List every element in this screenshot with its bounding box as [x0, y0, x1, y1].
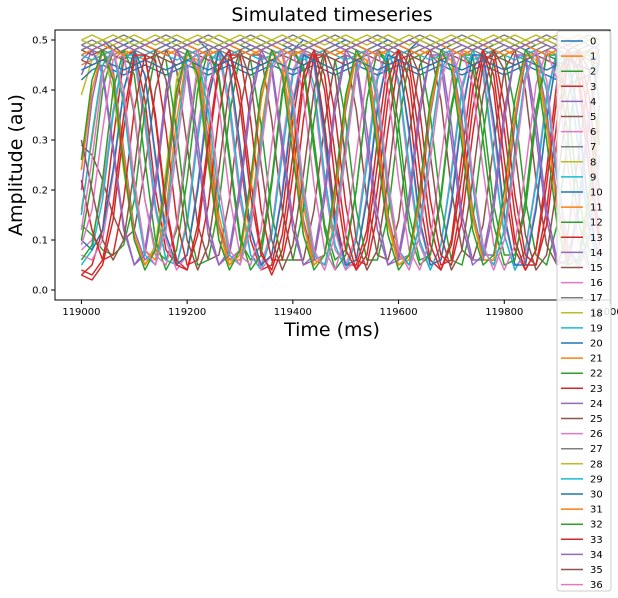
series-line-25	[81, 54, 600, 66]
y-axis-label: Amplitude (au)	[5, 94, 27, 236]
x-tick-label: 119400	[274, 307, 312, 318]
legend-label-23: 23	[590, 384, 603, 395]
legend-label-2: 2	[590, 67, 596, 78]
legend-label-16: 16	[590, 278, 603, 289]
legend-label-31: 31	[590, 505, 603, 516]
series-line-18	[81, 34, 600, 46]
y-axis: 0.0 0.1 0.2 0.3 0.4 0.5	[32, 36, 55, 297]
series-line-28	[81, 34, 600, 46]
legend-label-22: 22	[590, 369, 603, 380]
legend-label-21: 21	[590, 354, 603, 365]
legend-label-18: 18	[590, 308, 603, 319]
legend-label-1: 1	[590, 52, 596, 63]
series-line-34	[81, 39, 600, 51]
legend-label-15: 15	[590, 263, 603, 274]
series-line-35	[80, 49, 601, 271]
legend-label-3: 3	[590, 82, 596, 93]
y-tick-label: 0.1	[32, 236, 48, 247]
legend-label-12: 12	[590, 218, 603, 229]
chart-title: Simulated timeseries	[231, 4, 432, 26]
series-line-19	[81, 49, 600, 61]
legend-label-5: 5	[590, 112, 596, 123]
y-tick-label: 0.0	[32, 286, 48, 297]
series-line-29	[80, 49, 601, 266]
legend-label-9: 9	[590, 172, 596, 183]
y-tick-label: 0.3	[32, 136, 48, 147]
series-line-31	[81, 44, 600, 56]
legend-label-35: 35	[590, 565, 603, 576]
legend-label-8: 8	[590, 157, 596, 168]
legend-label-13: 13	[590, 233, 603, 244]
series-line-22	[80, 49, 600, 271]
series-lines	[80, 34, 601, 281]
legend-label-14: 14	[590, 248, 603, 259]
legend-label-30: 30	[590, 490, 603, 501]
legend-label-27: 27	[590, 444, 603, 455]
y-tick-label: 0.4	[32, 86, 48, 97]
legend-label-0: 0	[590, 37, 596, 48]
legend-label-28: 28	[590, 459, 603, 470]
legend-label-36: 36	[590, 580, 603, 591]
x-tick-label: 119800	[485, 307, 523, 318]
legend-box	[556, 30, 612, 592]
legend-label-6: 6	[590, 127, 596, 138]
y-tick-label: 0.2	[32, 186, 48, 197]
series-line-36	[80, 49, 601, 271]
legend-label-7: 7	[590, 142, 596, 153]
series-line-26	[80, 49, 601, 271]
legend-label-29: 29	[590, 474, 603, 485]
legend-label-17: 17	[590, 293, 603, 304]
series-line-12	[80, 49, 601, 266]
x-tick-label: 119600	[379, 307, 417, 318]
legend-label-4: 4	[590, 97, 596, 108]
series-line-32	[80, 49, 601, 271]
series-line-20	[80, 49, 601, 266]
x-tick-label: 119000	[62, 307, 100, 318]
legend: 0123456789101112131415161718192021222324…	[556, 30, 612, 592]
legend-label-34: 34	[590, 550, 603, 561]
series-line-3	[80, 49, 601, 276]
legend-label-24: 24	[590, 399, 603, 410]
legend-label-32: 32	[590, 520, 603, 531]
legend-label-11: 11	[590, 203, 603, 214]
legend-label-19: 19	[590, 323, 603, 334]
legend-label-33: 33	[590, 535, 603, 546]
x-tick-label: 119200	[168, 307, 206, 318]
legend-label-25: 25	[590, 414, 603, 425]
series-line-30	[81, 59, 600, 71]
x-axis-label: Time (ms)	[283, 319, 380, 341]
legend-label-10: 10	[590, 188, 603, 199]
legend-label-20: 20	[590, 339, 603, 350]
legend-label-26: 26	[590, 429, 603, 440]
y-tick-label: 0.5	[32, 36, 48, 47]
